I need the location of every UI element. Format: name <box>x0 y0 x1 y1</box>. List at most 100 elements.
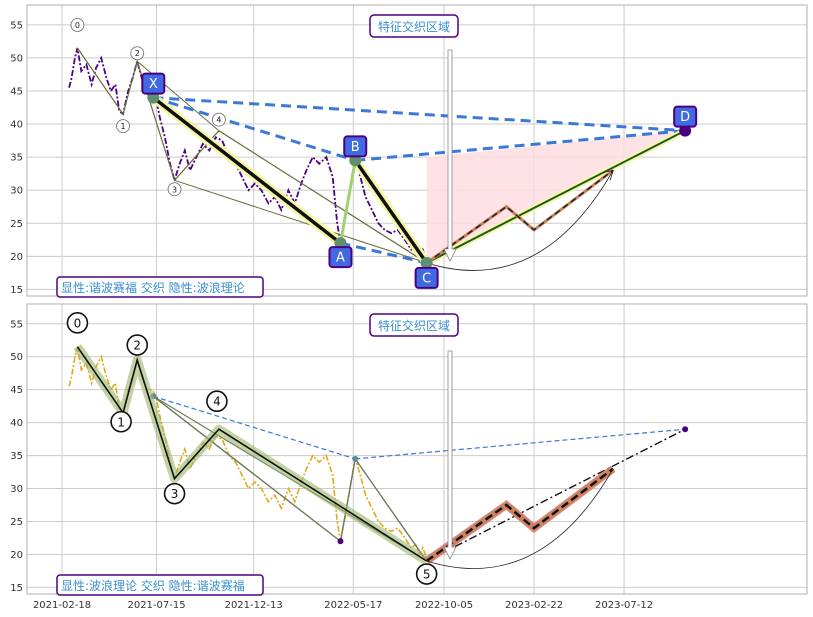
projection-line <box>425 467 614 563</box>
pattern-xd-dashed <box>153 96 686 133</box>
wave-marker <box>212 112 226 127</box>
projection-arc <box>426 468 614 569</box>
harmonic-bd <box>355 428 686 460</box>
point-label-a: A <box>328 246 353 269</box>
x-tick-label: 2021-02-18 <box>33 600 91 611</box>
zone-label-top-box <box>369 14 459 38</box>
footer-label-top: 显性:谐波赛福 交织 隐性:波浪理论 <box>61 280 245 295</box>
zone-label-top: 特征交织区域 <box>378 19 450 34</box>
y-tick-label: 25 <box>10 219 23 230</box>
wave-label-circle <box>110 410 132 433</box>
point-label-box <box>328 246 353 269</box>
wave-line <box>76 47 427 264</box>
wave-label-circle <box>163 482 186 505</box>
projection-arc <box>426 170 614 271</box>
leg-ab <box>338 160 357 244</box>
top-panel: 15 20 25 30 35 40 45 50 55 X A B C D 0 1 2 3 4 特征交织区域显性:谐波赛… <box>10 4 808 298</box>
x-tick-label: 2022-10-05 <box>415 600 473 611</box>
leg-xa <box>152 96 342 245</box>
wave-marker-text: 0 <box>75 21 80 30</box>
pivot-dot-a <box>337 538 344 545</box>
y-tick-label: 50 <box>10 53 23 64</box>
x-tick-label: 2021-07-15 <box>127 600 185 611</box>
x-axis: 2021-02-18 2021-07-15 2021-12-13 2022-05-17… <box>33 600 653 611</box>
wave-line <box>76 346 428 562</box>
pattern-bd-dashed <box>355 129 686 162</box>
zone-label-bottom: 特征交织区域 <box>378 318 450 333</box>
y-tick-label: 15 <box>10 583 23 594</box>
y-tick-label: 15 <box>10 285 23 296</box>
pattern-xb-dashed <box>152 96 356 162</box>
y-tick-label: 45 <box>10 86 23 97</box>
leg-bc <box>353 159 429 264</box>
plot-frame <box>26 4 808 297</box>
x-tick-label: 2022-05-17 <box>324 600 382 611</box>
y-tick-label: 55 <box>10 20 23 31</box>
point-label-text: X <box>149 77 158 92</box>
harmonic-cd <box>426 428 686 562</box>
point-label-box <box>414 266 439 289</box>
pivot-dot-c <box>420 256 433 269</box>
x-tick-label: 2023-07-12 <box>595 600 653 611</box>
wave-label-text: 0 <box>74 316 82 330</box>
y-tick-label: 30 <box>10 484 23 495</box>
y-tick-label: 35 <box>10 451 23 462</box>
projection-line <box>426 169 614 264</box>
wave-marker <box>130 46 145 61</box>
x-tick-label: 2023-02-22 <box>505 600 563 611</box>
point-label-box <box>673 105 698 128</box>
point-label-box <box>141 72 166 95</box>
zone-label-bottom-box <box>369 313 459 337</box>
zone-arrow-top <box>443 49 457 262</box>
wave-marker <box>167 182 182 197</box>
point-label-b: B <box>343 135 368 158</box>
y-tick-label: 20 <box>10 252 23 263</box>
x-tick-label: 2021-12-13 <box>225 600 283 611</box>
footer-label-top-box <box>56 276 264 298</box>
pivot-dot-b <box>352 455 359 462</box>
y-tick-label: 55 <box>10 319 23 330</box>
wave-label-circle <box>66 312 89 334</box>
wave-label-text: 4 <box>213 395 221 409</box>
wave-marker-text: 1 <box>121 122 126 131</box>
y-tick-label: 35 <box>10 153 23 164</box>
point-label-box <box>343 135 368 158</box>
wave-marker-text: 2 <box>135 49 140 58</box>
y-tick-label: 50 <box>10 352 23 363</box>
wave-label-text: 5 <box>423 568 431 582</box>
pattern-ac-dashed <box>340 241 427 265</box>
y-tick-label: 20 <box>10 550 23 561</box>
y-tick-label: 25 <box>10 517 23 528</box>
pivot-dot-d <box>682 426 689 433</box>
harmonic-legs <box>152 395 428 562</box>
footer-label-bottom: 显性:波浪理论 交织 隐性:谐波赛福 <box>61 578 245 593</box>
y-tick-label: 40 <box>10 418 23 429</box>
y-tick-label: 40 <box>10 120 23 131</box>
y-tick-label: 45 <box>10 385 23 396</box>
plot-frame <box>26 303 808 595</box>
arrowhead <box>603 169 614 181</box>
wave-label-circle <box>206 390 228 413</box>
point-label-text: C <box>422 271 431 286</box>
point-label-text: D <box>680 110 690 125</box>
wave-marker-text: 4 <box>216 116 221 125</box>
zone-arrow-bottom <box>443 350 457 560</box>
point-label-c: C <box>414 266 439 289</box>
wave-marker <box>70 18 85 32</box>
leg-cd <box>426 129 686 264</box>
point-label-text: A <box>336 251 345 266</box>
wave-label-circle <box>415 563 438 585</box>
wave-marker-text: 3 <box>172 185 177 194</box>
point-label-d: D <box>673 105 698 128</box>
harmonic-xb <box>153 395 356 460</box>
wave-channel <box>174 179 427 264</box>
wave-label-text: 3 <box>171 487 179 501</box>
wave-marker <box>116 119 130 134</box>
wave-label-text: 1 <box>117 415 125 429</box>
wave-label-circle <box>126 334 149 356</box>
point-label-text: B <box>351 140 360 155</box>
price-line <box>68 346 428 559</box>
wave-label-text: 2 <box>133 339 141 353</box>
